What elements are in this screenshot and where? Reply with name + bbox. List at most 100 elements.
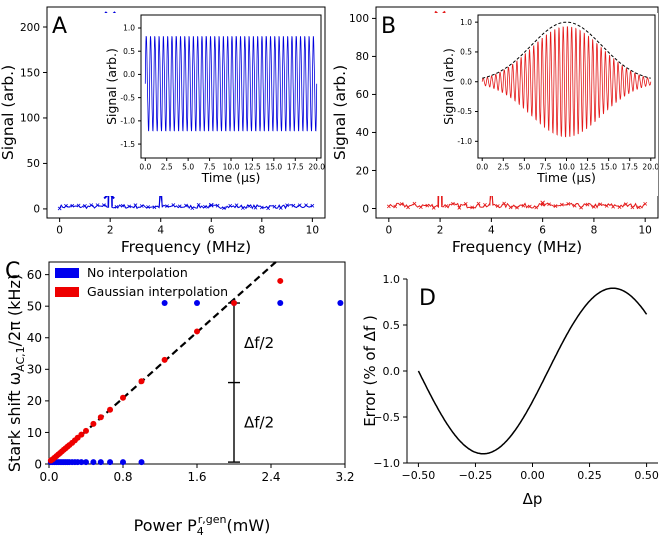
panel-A-spectrum-point (139, 204, 144, 208)
panel-C-point-blue (337, 300, 344, 307)
panel-B-spectrum-point (559, 202, 564, 207)
panel-B-inset-signal (481, 26, 652, 138)
panel-B-xlabel: Frequency (MHz) (452, 238, 582, 256)
panel-B-spectrum-point (476, 201, 481, 206)
panel-D-xtick-label: −0.25 (459, 469, 493, 482)
panel-A-spectrum-point (234, 203, 239, 208)
panel-A-xtick-label: 0 (56, 225, 63, 237)
panel-D-xtick-label: −0.50 (402, 469, 436, 482)
panel-B-inset-xtick-label: 15.0 (600, 163, 617, 172)
panel-B-spectrum-point (515, 205, 519, 210)
panel-B-spectrum-point (444, 204, 449, 208)
panel-C-xtick-label: 3.2 (335, 470, 354, 484)
panel-A-xtick-label: 2 (107, 225, 114, 237)
panel-A-spectrum-point (146, 205, 150, 209)
panel-B-spectrum-point (547, 202, 551, 207)
panel-B-inset-ytick-label: 1.0 (460, 18, 472, 27)
panel-A-spectrum-point (285, 203, 289, 208)
panel-A-spectrum-point (259, 205, 264, 210)
panel-B-spectrum-point (579, 205, 583, 210)
panel-C-legend-swatch (55, 287, 79, 297)
panel-B-spectrum-point (585, 202, 590, 207)
panel-A-ylabel: Signal (arb.) (0, 65, 17, 160)
panel-B-spectrum-point (598, 202, 603, 207)
panel-D-ytick-label: 1.0 (383, 273, 401, 286)
panel-B-inset-xtick-label: 10.0 (558, 163, 575, 172)
panel-D-ytick-label: 0.5 (383, 319, 401, 332)
panel-B-spectrum-point (431, 205, 436, 210)
panel-C-xtick-label: 2.4 (261, 470, 280, 484)
panel-B-small-marker (540, 200, 545, 206)
panel-A-spectrum-point (310, 203, 315, 208)
panel-A-inset-xtick-label: 7.5 (204, 163, 216, 172)
panel-A-spectrum-point (278, 206, 283, 210)
panel-A-inset-xtick-label: 17.5 (287, 163, 304, 172)
panel-C-annotation-upper: Δf/2 (244, 334, 274, 352)
panel-B-inset-bg (428, 13, 658, 196)
panel-D-label: D (419, 286, 436, 311)
panel-A-spectrum-point (272, 204, 277, 209)
panel-A-inset-xtick-label: 12.5 (244, 163, 261, 172)
panel-A-spectrum-point (297, 203, 302, 208)
panel-A-inset-ytick-label: 0.0 (123, 70, 135, 79)
panel-C-ytick-label: 30 (27, 363, 42, 377)
panel-C-legend-label: No interpolation (87, 265, 188, 280)
panel-B-xtick-label: 2 (437, 225, 444, 237)
panel-C-point-red (78, 431, 85, 438)
panel-A-inset-xtick-label: 5.0 (182, 163, 194, 172)
panel-B-spectrum-point (521, 203, 526, 208)
panel-A-spectrum-point (165, 204, 169, 209)
panel-C-point-red (277, 277, 284, 284)
panel-B-inset-ytick-label: -1.0 (457, 137, 472, 146)
panel-A-spectrum-point (177, 204, 182, 209)
panel-A-spectrum-point (291, 203, 296, 208)
panel-D-ylabel: Error (% of Δf ) (361, 315, 379, 427)
panel-B-spectrum-point (617, 205, 622, 209)
panel-B-spectrum-point (483, 202, 487, 207)
panel-C-ytick-label: 50 (27, 300, 42, 314)
panel-B-ytick-label: 0 (362, 203, 369, 215)
panel-B-inset-envelope (482, 21, 651, 79)
panel-C-point-red (107, 406, 114, 413)
panel-C-point-blue (83, 459, 89, 466)
panel-B-xtick-label: 6 (539, 225, 546, 237)
panel-B-xtick-label: 4 (488, 225, 495, 237)
panel-C-point-blue (97, 459, 104, 466)
panel-B-xtick-label: 0 (385, 225, 392, 237)
panel-A-frame (46, 6, 326, 219)
panel-B-spectrum-point (502, 201, 507, 206)
panel-C-point-red (90, 420, 97, 427)
panel-B-spectrum-point (636, 205, 641, 210)
panel-B-spectrum-point (566, 202, 571, 206)
panel-B-inset-xtick-label: 7.5 (539, 163, 551, 172)
panel-B-inset-ytick-label: 0.5 (460, 48, 472, 57)
panel-D-ytick-label: −1.0 (373, 457, 400, 470)
panel-A-inset-xtick-label: 0.0 (139, 163, 151, 172)
panel-B-ytick-label: 20 (356, 165, 369, 177)
panel-A-spectrum-point (57, 206, 62, 211)
panel-B-ylabel: Signal (arb.) (331, 65, 349, 160)
panel-C-point-blue (107, 459, 114, 466)
panel-B-spectrum-point (463, 201, 468, 206)
panel-C-ytick-label: 0 (34, 457, 42, 471)
panel-B-spectrum-point (572, 203, 577, 208)
panel-B-spectrum-point (611, 204, 616, 209)
panel-B-label: B (381, 14, 396, 39)
panel-A-inset-xlabel: Time (μs) (201, 170, 261, 185)
panel-A-spectrum-point (228, 203, 233, 208)
panel-D-xtick-label: 0.00 (520, 469, 545, 482)
panel-C-xlabel: Power P4r,gen(mW) (134, 513, 271, 538)
panel-A-inset-ytick-label: 0.5 (123, 47, 135, 56)
panel-B-spectrum-point (553, 204, 558, 208)
panel-B-spectrum-point (534, 205, 539, 210)
panel-A-inset-xtick-label: 2.5 (161, 163, 173, 172)
panel-D: −0.50 −0.25 0.00 0.25 0.50 −1.0 −0.5 0.0 0.5 1.0 D… (361, 273, 659, 508)
panel-B-spectrum-point (457, 205, 462, 210)
panel-B-spectrum-point (399, 202, 404, 206)
panel-B-spectrum-point (643, 201, 648, 206)
panel-D-xlabel: Δp (523, 490, 543, 508)
panel-A-spectrum-point (101, 203, 106, 208)
